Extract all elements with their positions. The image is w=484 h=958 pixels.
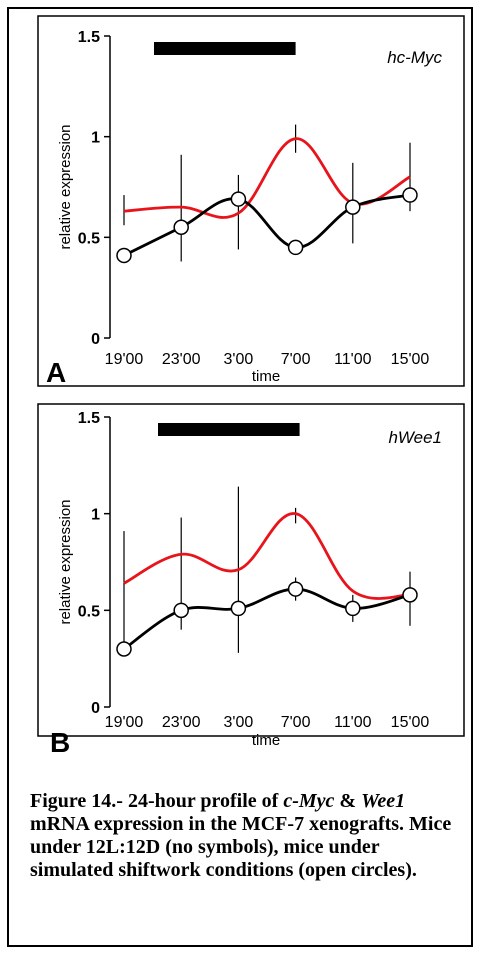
- chart-a-gene-label: hc-Myc: [387, 48, 442, 67]
- chart-a-x-tick-label: 7'00: [281, 351, 311, 368]
- chart-b-data-point: [116, 641, 132, 657]
- chart-a-x-axis-label: time: [252, 368, 280, 385]
- chart-a-data-point: [287, 239, 304, 256]
- chart-b-data-point: [287, 581, 304, 597]
- chart-b-x-tick-label: 3'00: [224, 714, 254, 731]
- chart-b-y-tick-label: 0.5: [78, 603, 100, 620]
- chart-b-gene-label: hWee1: [388, 428, 442, 447]
- chart-a-x-tick-label: 15'00: [391, 351, 430, 368]
- chart-a-dark-period-bar: [154, 42, 296, 55]
- chart-b-panel-letter: B: [50, 727, 70, 758]
- chart-b-data-point: [402, 587, 418, 603]
- chart-b-x-tick-label: 11'00: [334, 714, 372, 731]
- chart-b-panel-border: [37, 403, 465, 737]
- figure-caption: Figure 14.- 24-hour profile of c-Myc & W…: [30, 790, 460, 882]
- chart-b-x-axis-label: time: [252, 732, 280, 749]
- chart-b-data-point: [173, 602, 189, 619]
- chart-b-svg: 0 0.5 1 1.5 relative expression 19'00 23'00 3'0…: [37, 403, 465, 758]
- chart-b-x-tick-label: 15'00: [391, 714, 430, 731]
- chart-b-y-tick-label: 0: [91, 700, 100, 717]
- chart-b-y-tick-label: 1.5: [78, 410, 100, 427]
- chart-a-y-axis-label: relative expression: [57, 124, 74, 249]
- chart-b-data-point: [345, 600, 361, 617]
- chart-a-data-point: [402, 187, 418, 203]
- chart-panel-a: 0 0.5 1 1.5 relative expression 19'00 23'00 3'0…: [0, 0, 484, 390]
- chart-a-svg: 0 0.5 1 1.5 relative expression 19'00 23'00 3'0…: [37, 15, 465, 388]
- chart-a-panel-letter: A: [46, 357, 66, 388]
- chart-a-x-tick-label: 3'00: [224, 351, 254, 368]
- chart-a-y-tick-label: 1.5: [78, 29, 100, 46]
- chart-a-data-point: [173, 219, 189, 236]
- caption-gene-2: Wee1: [361, 790, 406, 812]
- caption-prefix: Figure 14.- 24-hour profile of: [30, 790, 284, 812]
- chart-a-data-point: [230, 191, 247, 207]
- caption-rest: mRNA expression in the MCF-7 xenografts.…: [30, 813, 452, 881]
- chart-b-y-axis-label: relative expression: [57, 499, 74, 624]
- chart-b-x-tick-label: 19'00: [105, 714, 144, 731]
- chart-a-data-point: [116, 247, 132, 264]
- chart-panel-b: 0 0.5 1 1.5 relative expression 19'00 23'00 3'0…: [0, 370, 484, 760]
- chart-b-x-tick-label: 23'00: [162, 714, 201, 731]
- caption-amp: &: [334, 790, 362, 812]
- chart-b-dark-period-bar: [158, 423, 300, 436]
- chart-a-x-tick-label: 23'00: [162, 351, 201, 368]
- chart-a-data-point: [345, 199, 361, 215]
- chart-b-x-tick-label: 7'00: [281, 714, 311, 731]
- figure-frame: [7, 7, 473, 947]
- chart-a-y-tick-label: 0: [91, 331, 100, 348]
- chart-a-panel-border: [37, 15, 465, 387]
- chart-a-y-tick-label: 0.5: [78, 230, 100, 247]
- chart-a-red-series-line: [123, 137, 411, 219]
- chart-b-data-point: [230, 600, 247, 617]
- caption-gene-1: c-Myc: [283, 790, 335, 812]
- chart-b-y-tick-label: 1: [91, 507, 100, 524]
- chart-a-y-tick-label: 1: [91, 130, 100, 147]
- chart-a-x-tick-label: 11'00: [334, 351, 372, 368]
- chart-b-red-series-line: [123, 512, 411, 600]
- chart-a-x-tick-label: 19'00: [105, 351, 144, 368]
